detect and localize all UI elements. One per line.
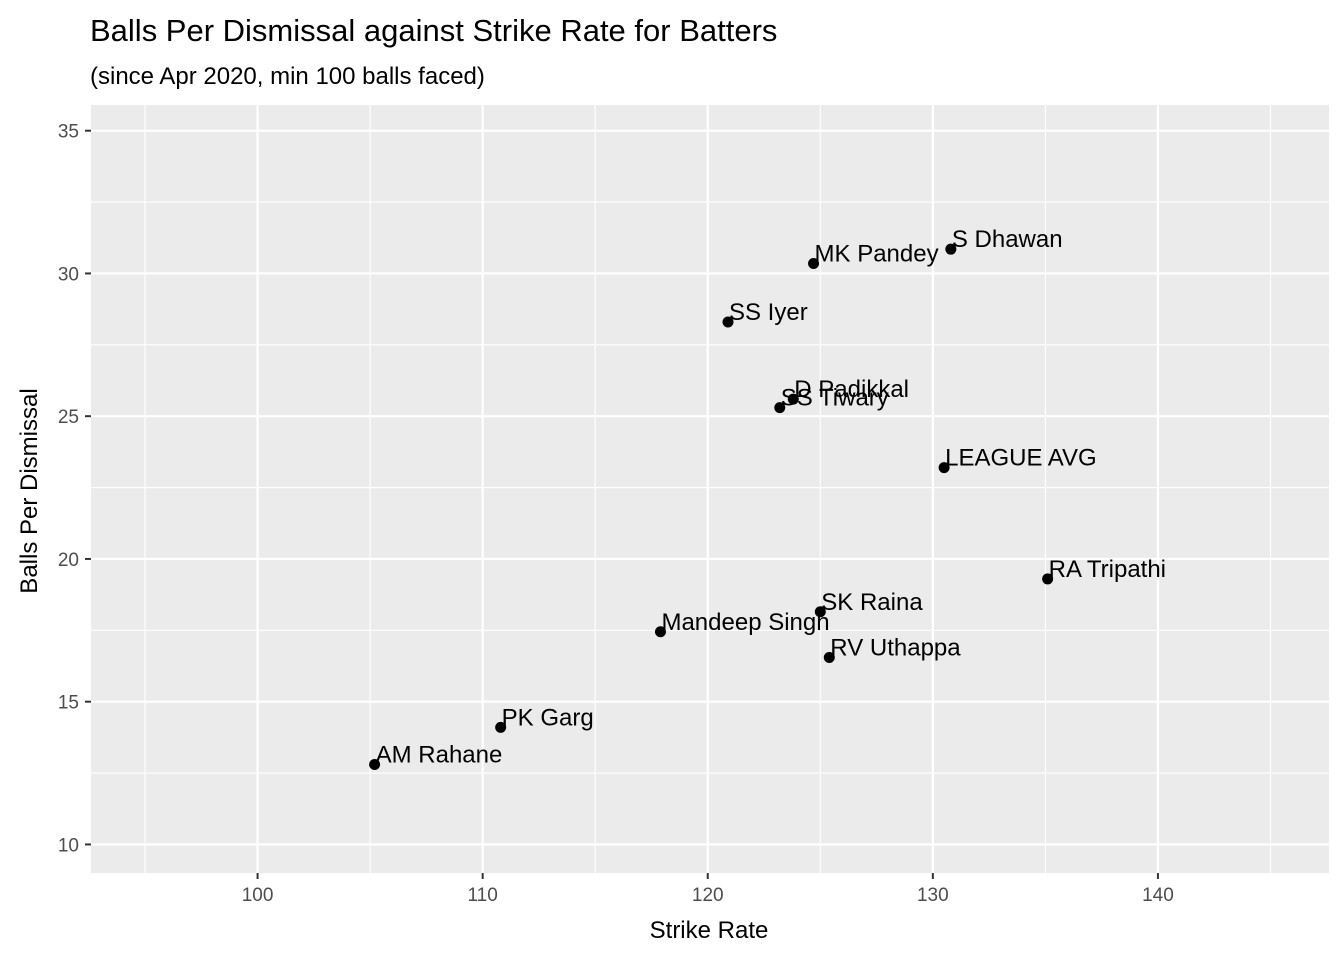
data-point bbox=[808, 257, 820, 269]
y-axis-title: Balls Per Dismissal bbox=[16, 388, 43, 593]
point-label: D Padikkal bbox=[794, 376, 909, 403]
data-point bbox=[1042, 573, 1054, 585]
x-tick-label: 100 bbox=[242, 885, 274, 906]
point-label: S Dhawan bbox=[952, 226, 1063, 253]
x-axis: 100 110 120 130 140 bbox=[242, 873, 1174, 906]
data-point bbox=[945, 243, 957, 255]
data-point bbox=[654, 626, 666, 638]
point-label: RV Uthappa bbox=[830, 634, 961, 661]
point-label: SS Iyer bbox=[729, 299, 808, 326]
x-tick-label: 140 bbox=[1142, 885, 1174, 906]
point-label: LEAGUE AVG bbox=[945, 445, 1097, 472]
data-point bbox=[774, 402, 786, 414]
chart-subtitle: (since Apr 2020, min 100 balls faced) bbox=[90, 63, 485, 90]
x-tick-label: 110 bbox=[468, 885, 498, 906]
point-label: RA Tripathi bbox=[1049, 556, 1166, 583]
y-tick-label: 25 bbox=[58, 407, 79, 428]
panel-background bbox=[91, 105, 1329, 873]
data-point bbox=[814, 606, 826, 618]
y-tick-label: 15 bbox=[58, 693, 79, 714]
point-label: SS Tiwary bbox=[781, 385, 889, 412]
y-tick-label: 30 bbox=[58, 264, 79, 285]
y-tick-label: 35 bbox=[58, 122, 79, 143]
y-tick-label: 10 bbox=[58, 835, 79, 856]
data-point bbox=[938, 462, 950, 474]
y-tick-label: 20 bbox=[58, 550, 79, 571]
plot-panel bbox=[91, 105, 1329, 873]
data-point bbox=[823, 651, 835, 663]
point-label: MK Pandey bbox=[815, 240, 939, 267]
x-tick-label: 130 bbox=[917, 885, 949, 906]
data-point bbox=[787, 393, 799, 405]
x-axis-title: Strike Rate bbox=[650, 917, 769, 944]
data-point bbox=[722, 316, 734, 328]
data-point bbox=[369, 759, 381, 771]
point-label: PK Garg bbox=[502, 704, 594, 731]
data-point bbox=[495, 721, 507, 733]
point-label: Mandeep Singh bbox=[661, 609, 829, 636]
y-axis: 10 15 20 25 30 35 bbox=[58, 122, 91, 856]
point-label: SK Raina bbox=[821, 589, 923, 616]
chart-title: Balls Per Dismissal against Strike Rate … bbox=[90, 13, 777, 48]
x-tick-label: 120 bbox=[692, 885, 724, 906]
point-label: AM Rahane bbox=[376, 742, 503, 769]
